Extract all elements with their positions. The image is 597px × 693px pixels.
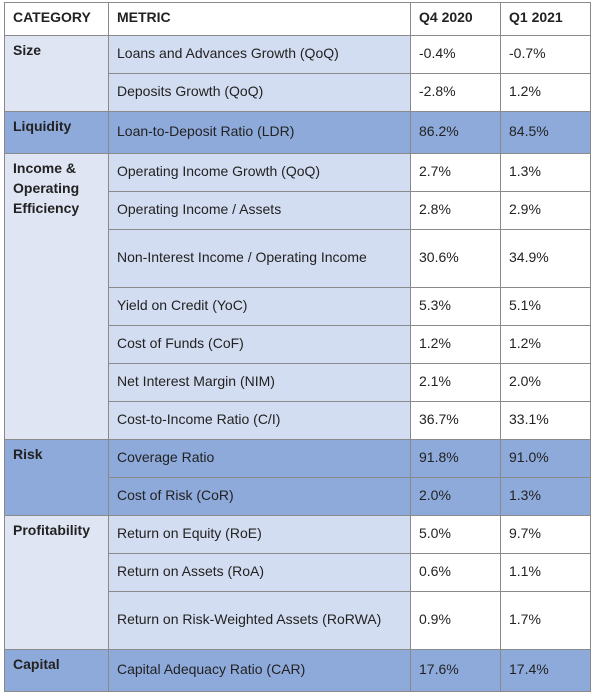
metric-cell: Loan-to-Deposit Ratio (LDR) [108,111,411,154]
table-row: Income & Operating Efficiency Operating I… [4,153,591,440]
value-cell: 5.3% [410,287,501,326]
metric-cell: Return on Risk-Weighted Assets (RoRWA) [108,591,411,650]
category-cell: Capital [4,649,109,692]
header-cell: METRIC [108,2,411,36]
metric-cell: Return on Equity (RoE) [108,515,411,554]
table-row: Operating Income / Assets 2.8% 2.9% [5,191,591,230]
table-row: Non-Interest Income / Operating Income 30… [5,229,591,288]
value-cell: 1.2% [500,73,591,112]
value-cell: -0.4% [410,35,501,74]
value-cell: 17.4% [500,649,591,692]
value-cell: 2.1% [410,363,501,402]
value-cell: 1.3% [500,477,591,516]
table-row: Yield on Credit (YoC) 5.3% 5.1% [5,287,591,326]
header-row: CATEGORY METRIC Q4 2020 Q1 2021 [4,2,591,36]
metric-cell: Yield on Credit (YoC) [108,287,411,326]
value-cell: 1.2% [500,325,591,364]
metric-cell: Cost of Risk (CoR) [108,477,411,516]
table-row: Cost of Funds (CoF) 1.2% 1.2% [5,325,591,364]
metric-cell: Loans and Advances Growth (QoQ) [108,35,411,74]
metric-cell: Non-Interest Income / Operating Income [108,229,411,288]
table-row: Risk Coverage Ratio 91.8% 91.0% [4,439,591,516]
metric-cell: Operating Income Growth (QoQ) [108,153,411,192]
table-row: Cost-to-Income Ratio (C/I) 36.7% 33.1% [5,401,591,440]
metric-cell: Net Interest Margin (NIM) [108,363,411,402]
value-cell: 30.6% [410,229,501,288]
value-cell: 2.0% [410,477,501,516]
value-cell: 36.7% [410,401,501,440]
value-cell: 0.6% [410,553,501,592]
table-row: Deposits Growth (QoQ) -2.8% 1.2% [5,73,591,112]
category-cell: Income & Operating Efficiency [4,153,109,440]
value-cell: 5.1% [500,287,591,326]
category-cell: Risk [4,439,109,516]
table-row: Liquidity Loan-to-Deposit Ratio (LDR) 86.2… [4,111,591,154]
header-cell: CATEGORY [4,2,109,36]
value-cell: 1.3% [500,153,591,192]
metric-cell: Deposits Growth (QoQ) [108,73,411,112]
table-row: Cost of Risk (CoR) 2.0% 1.3% [5,477,591,516]
metric-cell: Coverage Ratio [108,439,411,478]
value-cell: 0.9% [410,591,501,650]
value-cell: 91.8% [410,439,501,478]
value-cell: 91.0% [500,439,591,478]
value-cell: -0.7% [500,35,591,74]
table-body: Size Loans and Advances Growth (QoQ) -0.4%… [4,35,591,692]
table-row: Size Loans and Advances Growth (QoQ) -0.4%… [4,35,591,112]
value-cell: 2.0% [500,363,591,402]
category-cell: Size [4,35,109,112]
metric-cell: Cost of Funds (CoF) [108,325,411,364]
metric-cell: Cost-to-Income Ratio (C/I) [108,401,411,440]
value-cell: 2.7% [410,153,501,192]
table-row: Return on Risk-Weighted Assets (RoRWA) 0.… [5,591,591,650]
category-cell: Profitability [4,515,109,650]
value-cell: 34.9% [500,229,591,288]
value-cell: 1.2% [410,325,501,364]
table-row: Return on Assets (RoA) 0.6% 1.1% [5,553,591,592]
category-cell: Liquidity [4,111,109,154]
value-cell: 1.1% [500,553,591,592]
metric-cell: Capital Adequacy Ratio (CAR) [108,649,411,692]
value-cell: 5.0% [410,515,501,554]
value-cell: 17.6% [410,649,501,692]
metric-cell: Return on Assets (RoA) [108,553,411,592]
value-cell: 2.9% [500,191,591,230]
table-row: Capital Capital Adequacy Ratio (CAR) 17.6%… [4,649,591,692]
value-cell: 86.2% [410,111,501,154]
table-row: Profitability Return on Equity (RoE) 5.0% 9… [4,515,591,650]
value-cell: 1.7% [500,591,591,650]
value-cell: -2.8% [410,73,501,112]
metrics-table: CATEGORY METRIC Q4 2020 Q1 2021 Size Loans a… [4,2,591,692]
value-cell: 2.8% [410,191,501,230]
value-cell: 84.5% [500,111,591,154]
value-cell: 9.7% [500,515,591,554]
value-cell: 33.1% [500,401,591,440]
metric-cell: Operating Income / Assets [108,191,411,230]
header-cell: Q1 2021 [500,2,591,36]
table-row: Net Interest Margin (NIM) 2.1% 2.0% [5,363,591,402]
header-cell: Q4 2020 [410,2,501,36]
